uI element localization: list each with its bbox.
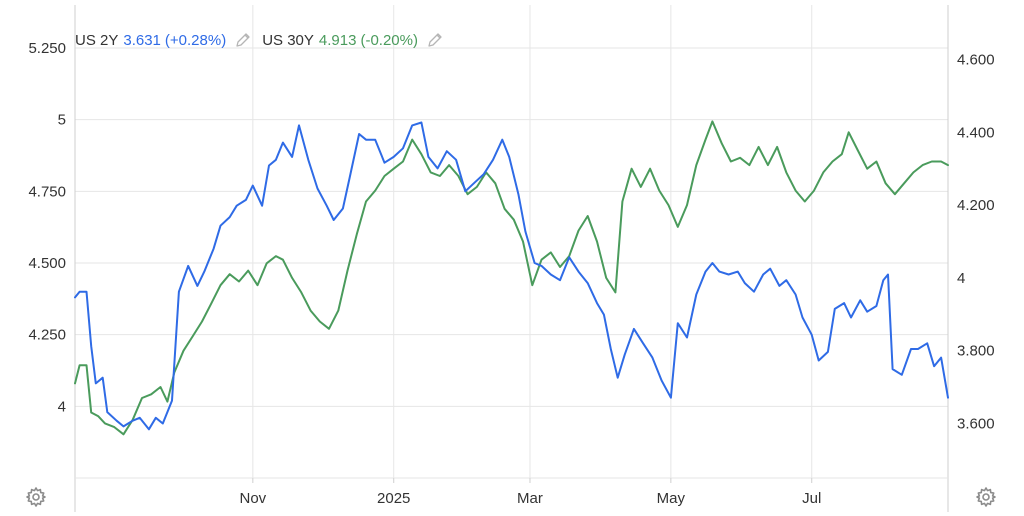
legend-series-change: (+0.28%) bbox=[164, 31, 227, 49]
y-right-tick-label: 4 bbox=[957, 270, 965, 287]
y-left-tick-label: 5 bbox=[58, 112, 66, 129]
y-left-tick-label: 4.500 bbox=[28, 255, 66, 272]
y-left-tick-label: 4 bbox=[58, 398, 66, 415]
y-axis-left: 5.250 5 4.750 4.500 4.250 4 bbox=[28, 40, 66, 415]
x-tick-label: Jul bbox=[802, 490, 821, 507]
legend-series-name: US 30Y bbox=[262, 31, 314, 49]
gear-icon[interactable] bbox=[975, 486, 997, 508]
axes bbox=[74, 5, 949, 512]
legend-entry-us2y[interactable]: US 2Y 3.631 (+0.28%) bbox=[75, 31, 252, 49]
y-right-tick-label: 4.400 bbox=[957, 124, 995, 141]
y-left-tick-label: 4.250 bbox=[28, 327, 66, 344]
series-line-us30y bbox=[74, 120, 949, 436]
grid-lines bbox=[75, 5, 948, 478]
pencil-icon[interactable] bbox=[426, 31, 444, 49]
x-tick-label: 2025 bbox=[377, 490, 410, 507]
series-layer bbox=[74, 120, 949, 436]
x-tick-label: Mar bbox=[517, 490, 543, 507]
y-right-tick-label: 4.200 bbox=[957, 197, 995, 214]
y-left-tick-label: 5.250 bbox=[28, 40, 66, 57]
y-right-tick-label: 3.600 bbox=[957, 415, 995, 432]
chart-legend: US 2Y 3.631 (+0.28%) US 30Y 4.913 (-0.20… bbox=[75, 31, 454, 49]
legend-series-value: 3.631 bbox=[123, 31, 161, 49]
x-axis: Nov 2025 Mar May Jul bbox=[239, 478, 821, 507]
y-left-tick-label: 4.750 bbox=[28, 183, 66, 200]
legend-series-name: US 2Y bbox=[75, 31, 119, 49]
y-right-tick-label: 4.600 bbox=[957, 52, 995, 69]
legend-entry-us30y[interactable]: US 30Y 4.913 (-0.20%) bbox=[262, 31, 444, 49]
pencil-icon[interactable] bbox=[234, 31, 252, 49]
legend-series-value: 4.913 bbox=[318, 31, 357, 49]
y-right-tick-label: 3.800 bbox=[957, 343, 995, 360]
gear-icon[interactable] bbox=[25, 486, 47, 508]
legend-series-change: (-0.20%) bbox=[360, 31, 418, 49]
x-tick-label: May bbox=[657, 490, 686, 507]
y-axis-right: 4.600 4.400 4.200 4 3.800 3.600 bbox=[957, 52, 995, 433]
x-tick-label: Nov bbox=[239, 490, 266, 507]
series-line-us2y bbox=[74, 121, 949, 431]
